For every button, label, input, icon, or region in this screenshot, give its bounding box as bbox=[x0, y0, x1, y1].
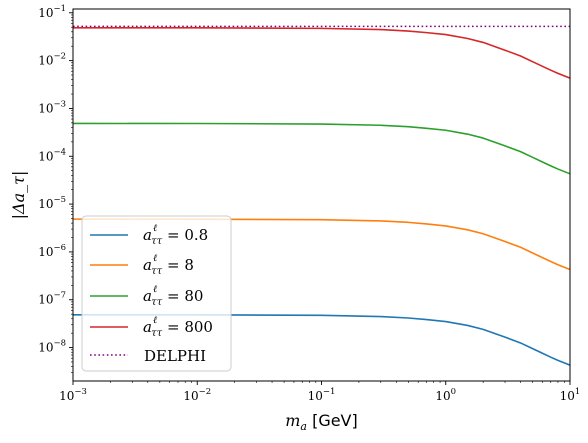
legend-label-1: aℓ ττ = 0.8 bbox=[143, 223, 208, 247]
series-line-3 bbox=[73, 122, 570, 175]
x-tick-label: 100 bbox=[435, 387, 456, 403]
legend-label-4: aℓ ττ = 800 bbox=[143, 315, 213, 339]
legend-label-delphi: DELPHI bbox=[144, 347, 206, 365]
series-line-2 bbox=[73, 218, 570, 271]
series-line-1 bbox=[73, 313, 570, 366]
legend: aℓ ττ = 0.8 aℓ ττ = 8 aℓ ττ = 80 aℓ ττ = 800 DEL… bbox=[81, 215, 232, 372]
x-tick-label: 10−1 bbox=[308, 387, 336, 403]
legend-label-2: aℓ ττ = 8 bbox=[143, 253, 194, 277]
y-axis-label: |Δa_τ| bbox=[9, 171, 28, 220]
y-tick-label: 10−7 bbox=[38, 291, 66, 307]
y-tick-label: 10−6 bbox=[38, 243, 66, 259]
y-tick-label: 10−3 bbox=[38, 99, 66, 115]
series-line-4 bbox=[73, 27, 570, 79]
x-axis-label: ma [GeV] bbox=[285, 411, 358, 433]
y-tick-label: 10−4 bbox=[38, 147, 66, 163]
legend-box bbox=[81, 215, 232, 372]
y-tick-label: 10−5 bbox=[38, 195, 66, 211]
plot-area bbox=[73, 25, 570, 366]
x-tick-label: 101 bbox=[560, 387, 581, 403]
x-tick-label: 10−3 bbox=[59, 387, 87, 403]
y-axis: 10−8 10−7 10−6 10−5 10−4 10−3 10−2 10−1 bbox=[38, 4, 73, 373]
x-tick-label: 10−2 bbox=[183, 387, 211, 403]
x-axis: 10−3 10−2 10−1 100 101 bbox=[59, 381, 580, 403]
y-tick-label: 10−2 bbox=[38, 52, 66, 68]
legend-label-3: aℓ ττ = 80 bbox=[143, 284, 203, 308]
y-tick-label: 10−1 bbox=[38, 4, 66, 20]
y-tick-label: 10−8 bbox=[38, 339, 66, 355]
